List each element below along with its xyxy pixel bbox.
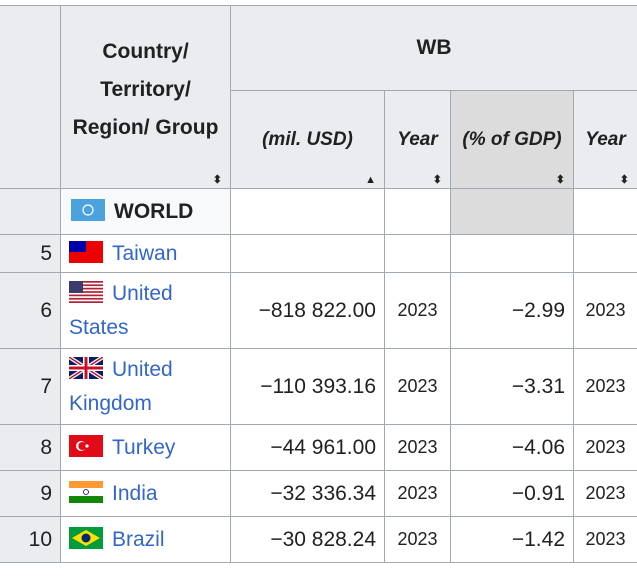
year-cell: 2023: [384, 470, 451, 517]
usd-cell: −110 393.16: [230, 348, 385, 425]
rank-cell: 7: [0, 348, 61, 425]
usd-cell: [230, 234, 385, 273]
year2-cell: 2023: [573, 272, 637, 349]
rank-cell: 5: [0, 234, 61, 273]
year2-cell: 2023: [573, 470, 637, 517]
country-cell: United States: [60, 272, 231, 349]
country-link[interactable]: Taiwan: [112, 241, 178, 265]
year2-cell: 2023: [573, 516, 637, 563]
country-cell: India: [60, 470, 231, 517]
year-cell: 2023: [384, 424, 451, 471]
us-flag-icon: [69, 280, 103, 303]
world-cell: WORLD: [60, 188, 231, 235]
country-link[interactable]: Turkey: [112, 435, 176, 459]
rank-cell: 8: [0, 424, 61, 471]
country-cell: United Kingdom: [60, 348, 231, 425]
gdp-cell: −3.31: [450, 348, 574, 425]
sort-both-icon[interactable]: ⬍: [619, 174, 629, 186]
country-header[interactable]: Country/ Territory/ Region/ Group ⬍: [60, 5, 231, 189]
year-header[interactable]: Year ⬍: [384, 90, 451, 189]
table-row: 7 United Kingdom −110 393.16 2023 −3.31 …: [0, 348, 637, 425]
sort-asc-icon[interactable]: ▲: [365, 174, 376, 186]
table-row: 9 India −32 336.34 2023 −0.91 2023: [0, 470, 637, 517]
year2-header[interactable]: Year ⬍: [573, 90, 637, 189]
year-cell: [384, 234, 451, 273]
country-link[interactable]: India: [112, 481, 158, 505]
taiwan-flag-icon: [69, 240, 103, 263]
year2-cell: [573, 188, 637, 235]
year2-cell: 2023: [573, 424, 637, 471]
rank-cell: 9: [0, 470, 61, 517]
deficit-table: Country/ Territory/ Region/ Group ⬍ WB (m…: [0, 5, 637, 563]
year-cell: 2023: [384, 516, 451, 563]
usd-cell: −32 336.34: [230, 470, 385, 517]
year-cell: 2023: [384, 272, 451, 349]
gdp-header[interactable]: (% of GDP) ⬍: [450, 90, 574, 189]
year2-cell: [573, 234, 637, 273]
table-row: 5 Taiwan: [0, 234, 637, 273]
country-link[interactable]: Brazil: [112, 527, 165, 551]
india-flag-icon: [69, 480, 103, 503]
turkey-flag-icon: [69, 434, 103, 457]
usd-cell: −44 961.00: [230, 424, 385, 471]
rank-cell: [0, 188, 61, 235]
sort-both-icon[interactable]: ⬍: [432, 174, 442, 186]
sticky-world-row[interactable]: WORLD: [0, 188, 637, 235]
rank-header: [0, 5, 61, 189]
gdp-cell: −4.06: [450, 424, 574, 471]
usd-cell: −30 828.24: [230, 516, 385, 563]
sort-both-icon[interactable]: ⬍: [212, 174, 222, 186]
gdp-cell: −1.42: [450, 516, 574, 563]
country-cell: Taiwan: [60, 234, 231, 273]
year2-cell: 2023: [573, 348, 637, 425]
wb-header: WB: [230, 5, 637, 91]
un-flag-icon: [71, 198, 105, 221]
table-row: 8 Turkey −44 961.00 2023 −4.06 2023: [0, 424, 637, 471]
brazil-flag-icon: [69, 526, 103, 549]
usd-cell: [230, 188, 385, 235]
uk-flag-icon: [69, 356, 103, 379]
country-cell: Turkey: [60, 424, 231, 471]
gdp-cell: −2.99: [450, 272, 574, 349]
gdp-cell: [450, 188, 574, 235]
country-link[interactable]: United States: [69, 281, 173, 339]
table-row: 10 Brazil −30 828.24 2023 −1.42 2023: [0, 516, 637, 563]
usd-cell: −818 822.00: [230, 272, 385, 349]
year-cell: [384, 188, 451, 235]
usd-header[interactable]: (mil. USD) ▲: [230, 90, 385, 189]
gdp-cell: −0.91: [450, 470, 574, 517]
rank-cell: 10: [0, 516, 61, 563]
table-row: 6 United States −818 822.00 2023 −2.99 2…: [0, 272, 637, 349]
year-cell: 2023: [384, 348, 451, 425]
country-cell: Brazil: [60, 516, 231, 563]
gdp-cell: [450, 234, 574, 273]
rank-cell: 6: [0, 272, 61, 349]
country-link[interactable]: United Kingdom: [69, 357, 173, 415]
sort-both-icon[interactable]: ⬍: [555, 174, 565, 186]
